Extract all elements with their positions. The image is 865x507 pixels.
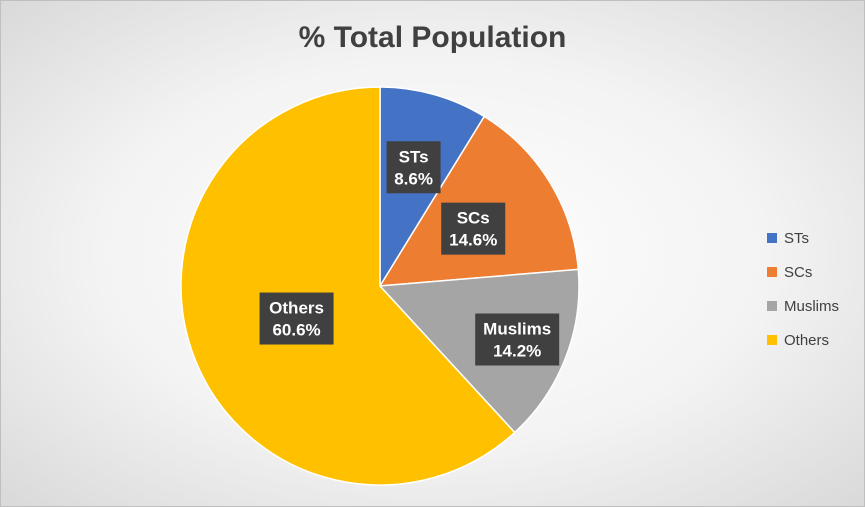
legend-item-others: Others: [767, 323, 857, 357]
data-label-others: Others 60.6%: [259, 292, 334, 345]
legend-label: SCs: [784, 263, 813, 281]
data-label-box: [386, 141, 441, 194]
data-label-value: 8.6%: [394, 169, 433, 188]
legend-label: STs: [784, 229, 810, 247]
legend-swatch: [767, 301, 777, 311]
data-label-box: [475, 313, 560, 366]
chart-title: % Total Population: [298, 21, 567, 54]
data-label-box: [259, 292, 334, 345]
legend-swatch: [767, 233, 777, 243]
data-label-category: Others: [269, 299, 324, 318]
legend: STs SCs Muslims Others: [767, 221, 857, 357]
data-label-category: SCs: [457, 209, 490, 228]
legend-swatch: [767, 267, 777, 277]
pie-slice-others: [180, 86, 516, 486]
legend-item-scs: SCs: [767, 255, 857, 289]
data-label-scs: SCs 14.6%: [441, 202, 506, 255]
legend-item-muslims: Muslims: [767, 289, 857, 323]
legend-swatch: [767, 335, 777, 345]
data-label-muslims: Muslims 14.2%: [475, 313, 560, 366]
legend-item-sts: STs: [767, 221, 857, 255]
data-label-category: Muslims: [483, 320, 551, 339]
data-label-sts: STs 8.6%: [386, 141, 441, 194]
data-label-value: 14.2%: [493, 342, 541, 361]
data-label-box: [441, 202, 506, 255]
data-label-category: STs: [399, 147, 429, 166]
data-label-value: 60.6%: [272, 321, 320, 340]
pie-slice-scs: [378, 115, 580, 287]
data-label-value: 14.6%: [449, 231, 497, 250]
legend-label: Others: [784, 331, 830, 349]
legend-label: Muslims: [784, 297, 839, 315]
